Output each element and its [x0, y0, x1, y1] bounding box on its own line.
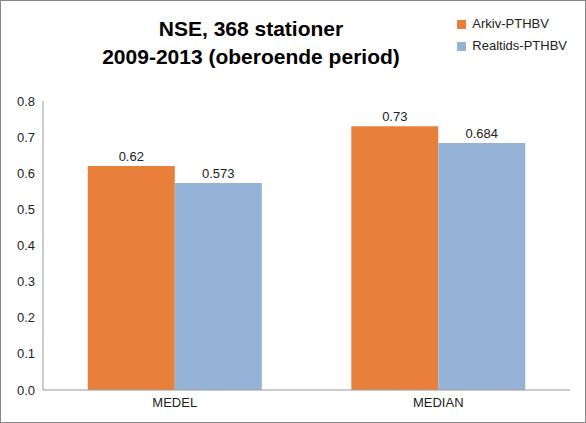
svg-text:0.2: 0.2	[17, 310, 35, 325]
svg-text:MEDEL: MEDEL	[152, 395, 197, 410]
html-text:NSE, 368 stationer: NSE, 368 stationer	[158, 17, 344, 40]
svg-text:0.684: 0.684	[466, 126, 499, 141]
html-text:Arkiv-PTHBV: Arkiv-PTHBV	[472, 16, 549, 31]
svg-text:0.8: 0.8	[17, 94, 35, 109]
svg-text:0.573: 0.573	[202, 166, 235, 181]
svg-text:0.1: 0.1	[17, 346, 35, 361]
svg-text:0.6: 0.6	[17, 166, 35, 181]
svg-text:0.7: 0.7	[17, 130, 35, 145]
svg-text:0.73: 0.73	[382, 109, 407, 124]
html-text:Realtids-PTHBV: Realtids-PTHBV	[472, 38, 567, 53]
svg-text:0.4: 0.4	[17, 238, 35, 253]
svg-text:0.5: 0.5	[17, 202, 35, 217]
svg-text:0.0: 0.0	[17, 383, 35, 398]
html-text:2009-2013 (oberoende period): 2009-2013 (oberoende period)	[102, 45, 400, 68]
svg-text:0.3: 0.3	[17, 274, 35, 289]
svg-text:0.62: 0.62	[119, 149, 144, 164]
svg-text:MEDIAN: MEDIAN	[413, 395, 464, 410]
